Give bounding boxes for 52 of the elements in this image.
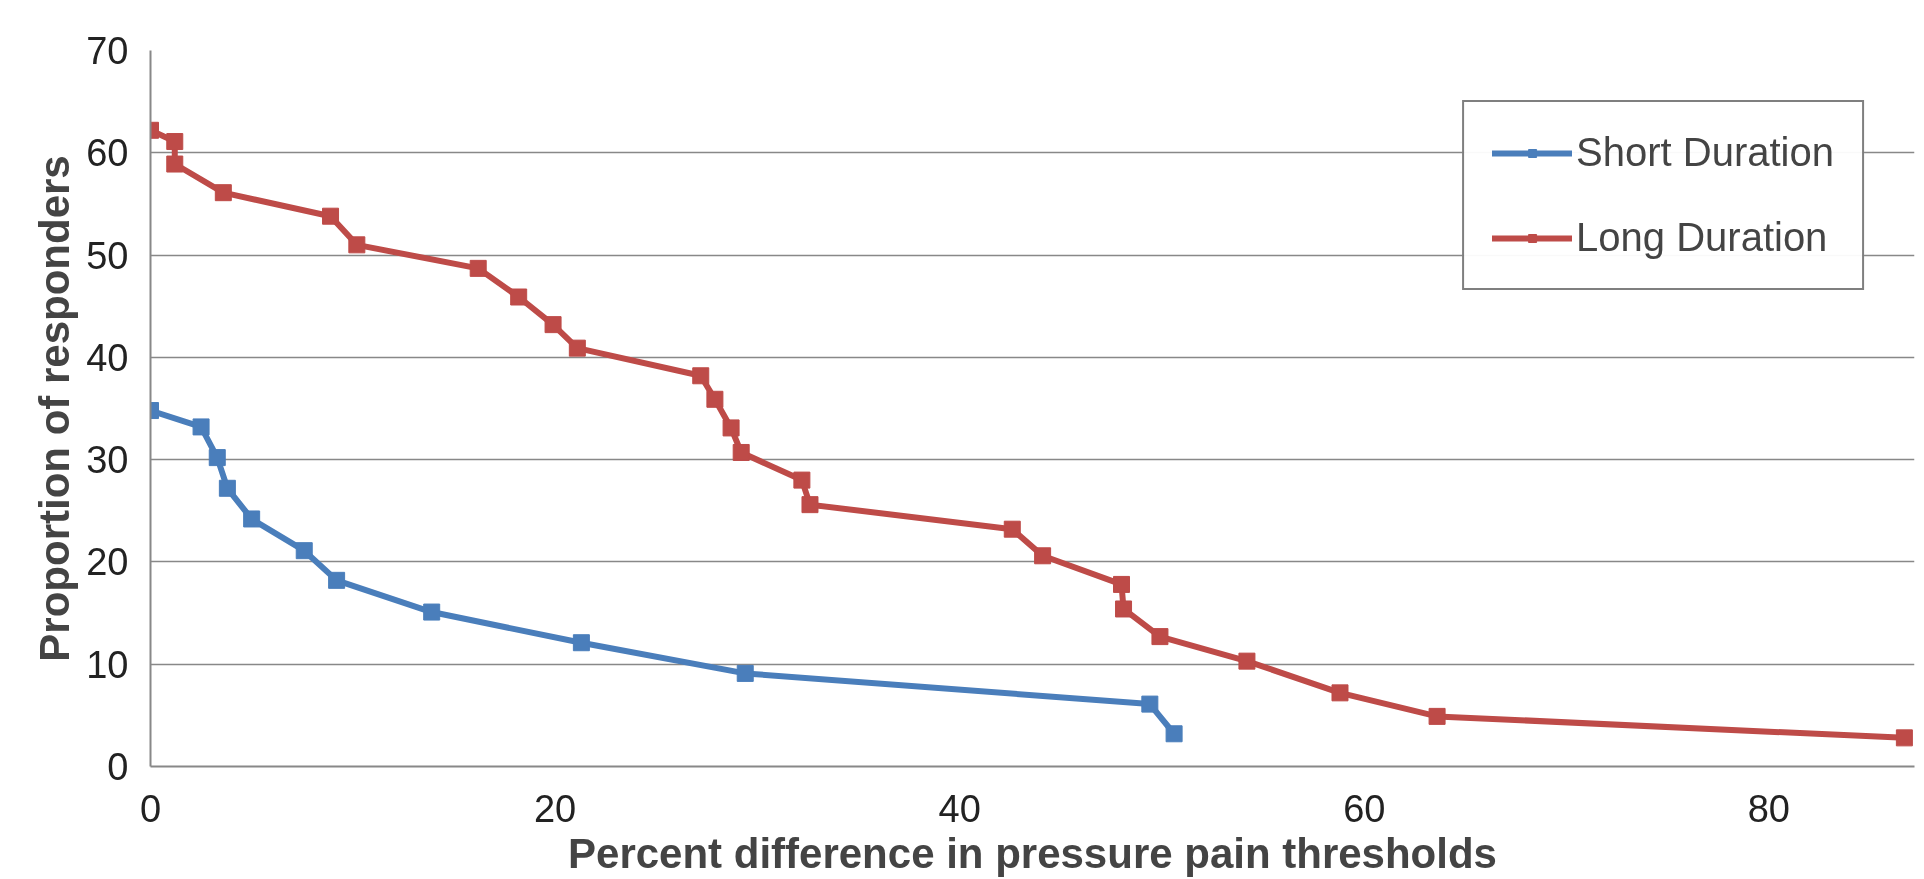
y-tick-label: 70 bbox=[86, 30, 129, 72]
point bbox=[218, 479, 236, 497]
point bbox=[348, 236, 366, 254]
point bbox=[322, 207, 340, 225]
point bbox=[801, 496, 819, 514]
legend-label: Short Duration bbox=[1576, 130, 1834, 175]
y-tick-label: 0 bbox=[107, 746, 129, 788]
point bbox=[192, 418, 210, 436]
point bbox=[214, 184, 232, 202]
point bbox=[793, 471, 811, 489]
point bbox=[510, 288, 528, 306]
point bbox=[1331, 684, 1349, 702]
point bbox=[243, 510, 261, 528]
point bbox=[706, 390, 724, 408]
x-tick-label: 60 bbox=[1343, 787, 1386, 830]
point bbox=[1003, 520, 1021, 538]
x-tick-label: 40 bbox=[938, 787, 981, 830]
point bbox=[732, 443, 750, 461]
point bbox=[1151, 628, 1169, 646]
point bbox=[1034, 547, 1052, 565]
point bbox=[1238, 652, 1256, 670]
x-tick-label: 0 bbox=[139, 787, 162, 830]
point bbox=[1113, 575, 1131, 593]
point bbox=[1141, 695, 1159, 713]
x-tick-label: 80 bbox=[1747, 787, 1790, 830]
y-tick-label: 50 bbox=[86, 234, 129, 277]
x-tick-label: 20 bbox=[533, 787, 577, 830]
y-tick-label: 20 bbox=[86, 541, 129, 584]
y-tick-label: 10 bbox=[86, 643, 129, 686]
point bbox=[295, 542, 313, 560]
point bbox=[1115, 600, 1133, 618]
y-tick-label: 40 bbox=[86, 336, 129, 379]
point bbox=[1895, 729, 1913, 747]
legend-label: Long Duration bbox=[1576, 215, 1828, 260]
point bbox=[736, 664, 754, 682]
point bbox=[423, 603, 441, 621]
point bbox=[166, 133, 184, 151]
x-axis-title: Percent difference in pressure pain thresholds bbox=[568, 829, 1497, 877]
point bbox=[208, 449, 226, 467]
point bbox=[572, 634, 590, 652]
point bbox=[544, 316, 562, 334]
y-tick-label: 60 bbox=[86, 132, 129, 175]
point bbox=[1428, 707, 1446, 725]
point bbox=[166, 155, 184, 173]
y-tick-label: 30 bbox=[86, 439, 129, 482]
point bbox=[722, 419, 740, 437]
point bbox=[1165, 725, 1183, 743]
point bbox=[692, 367, 710, 385]
point bbox=[469, 259, 487, 277]
y-axis-title: Proportion of responders bbox=[31, 155, 79, 662]
point bbox=[328, 571, 346, 589]
point bbox=[568, 339, 586, 357]
